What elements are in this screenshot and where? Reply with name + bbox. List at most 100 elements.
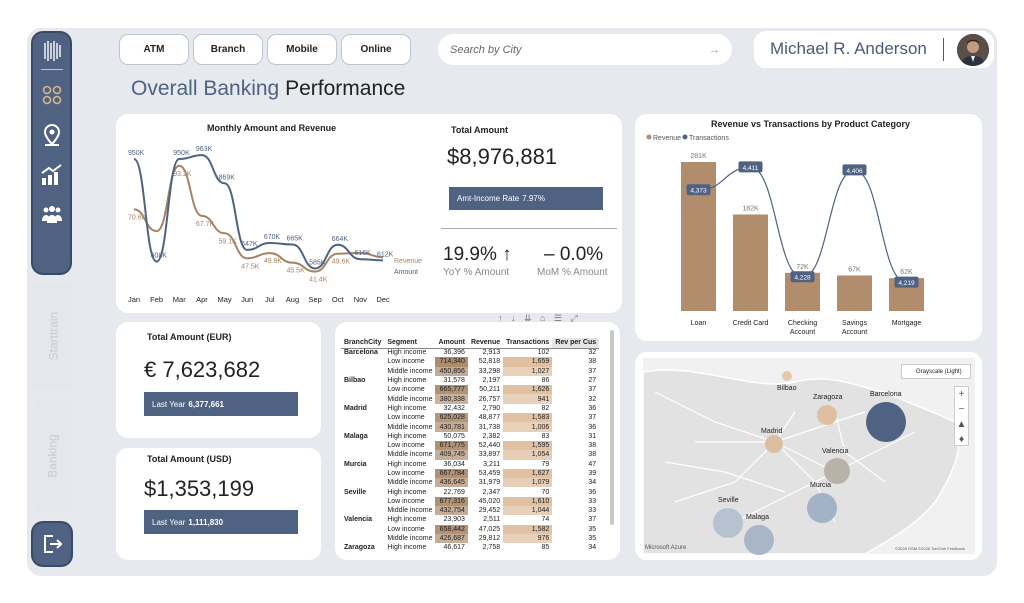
table-cell: 86 xyxy=(541,377,550,385)
visual-toolbar[interactable]: ↑ ↓ ⇊ ⌂ ☰ ⤢ xyxy=(498,313,581,323)
table-row[interactable]: Low income 677,316 45,020 1,610 33 xyxy=(341,496,599,507)
table-row[interactable]: Murcia High income 36,034 3,211 79 47 xyxy=(341,460,599,469)
map-attribution-left: Microsoft Azure xyxy=(645,545,687,551)
table-row[interactable]: Barcelona High income 36,396 2,913 102 32 xyxy=(341,348,599,357)
col-header[interactable]: Revenue xyxy=(467,338,504,349)
revenue-bar-label: 67K xyxy=(848,266,861,273)
table-cell: 1,626 xyxy=(503,385,553,395)
growth-chart-icon[interactable] xyxy=(33,161,70,189)
table-row[interactable]: Middle income 432,754 29,452 1,044 33 xyxy=(341,506,599,516)
table-cell: 37 xyxy=(588,367,597,375)
avatar[interactable] xyxy=(957,34,989,66)
amount-data-label: 869K xyxy=(219,174,236,181)
table-row[interactable]: Madrid High income 32,432 2,790 82 36 xyxy=(341,404,599,413)
table-row[interactable]: Low income 714,340 52,818 1,659 38 xyxy=(341,357,599,367)
table-cell: Middle income xyxy=(387,423,433,431)
revenue-bar[interactable] xyxy=(733,214,768,311)
mobile-button[interactable]: Mobile xyxy=(267,34,337,65)
table-cell: 33,897 xyxy=(478,451,501,459)
table-cell: Middle income xyxy=(387,535,433,543)
eur-card: Total Amount (EUR) € 7,623,682 Last Year… xyxy=(116,322,321,438)
arrow-right-icon[interactable]: → xyxy=(709,43,720,56)
transactions-point[interactable] xyxy=(842,164,867,176)
revenue-data-label: 59.1K xyxy=(219,238,238,245)
table-row[interactable]: Middle income 430,781 31,738 1,006 36 xyxy=(341,422,599,432)
table-row[interactable]: Low income 658,442 47,025 1,582 35 xyxy=(341,524,599,534)
tab-starttrain[interactable]: Starttrain xyxy=(33,282,73,390)
table-cell: 29,452 xyxy=(478,507,501,515)
table-cell: Middle income xyxy=(387,395,433,403)
col-header[interactable]: Transactions xyxy=(503,338,553,349)
amount-data-label: 608K xyxy=(151,253,168,260)
table-cell: Middle income xyxy=(387,507,433,515)
atm-button[interactable]: ATM xyxy=(119,34,189,65)
col-header[interactable]: Segment xyxy=(384,338,436,349)
page-title-rest: Performance xyxy=(285,77,406,100)
table-row[interactable]: Seville High income 22,769 2,347 70 36 xyxy=(341,487,599,496)
search-input[interactable]: Search by City → xyxy=(438,34,732,65)
table-cell: Low income xyxy=(387,442,425,450)
user-profile[interactable]: Michael R. Anderson xyxy=(754,31,994,68)
tab-banking[interactable]: Banking xyxy=(33,400,73,512)
revenue-bar[interactable] xyxy=(837,275,872,311)
table-cell: 976 xyxy=(503,533,553,544)
table-row[interactable]: Middle income 380,338 26,757 941 32 xyxy=(341,394,599,404)
spain-map[interactable]: Bilbao Zaragoza Barcelona Madrid Valenci… xyxy=(635,352,982,560)
location-icon[interactable] xyxy=(33,121,70,149)
usd-last-year: Last Year 1,111,830 xyxy=(144,510,298,534)
amount-data-label: 665K xyxy=(286,236,303,243)
table-row[interactable]: Low income 665,777 50,211 1,626 37 xyxy=(341,385,599,395)
online-button[interactable]: Online xyxy=(341,34,411,65)
table-row[interactable]: Zaragoza High income 46,617 2,758 85 34 xyxy=(341,543,599,552)
transactions-point[interactable] xyxy=(686,184,711,196)
transactions-point[interactable] xyxy=(790,271,815,283)
mom-label: MoM % Amount xyxy=(537,267,608,278)
col-header[interactable]: Rev per Cus xyxy=(552,338,600,349)
table-cell: 1,027 xyxy=(503,366,553,376)
table-row[interactable]: Low income 667,784 53,459 1,627 39 xyxy=(341,468,599,479)
table-cell: 35 xyxy=(588,525,597,533)
map-zoom-controls[interactable]: + − ▲ ♦ xyxy=(954,386,969,446)
table-row[interactable]: Bilbao High income 31,578 2,197 86 27 xyxy=(341,376,599,385)
table-cell: 36,396 xyxy=(443,349,465,357)
table-cell: 32 xyxy=(588,349,597,357)
total-amount-title: Total Amount xyxy=(451,125,508,135)
table-cell: Bilbao xyxy=(344,377,366,385)
table-cell: 39 xyxy=(588,470,597,477)
table-cell: 38 xyxy=(588,358,597,366)
page-title-accent: Overall Banking xyxy=(131,77,280,100)
table-row[interactable]: Valencia High income 23,903 2,511 74 37 xyxy=(341,515,599,524)
bar-legend-revenue: Revenue xyxy=(653,135,681,142)
revenue-bar-label: 281K xyxy=(690,153,707,160)
table-row[interactable]: Low income 671,775 52,440 1,595 38 xyxy=(341,440,599,451)
apps-icon[interactable] xyxy=(33,81,70,109)
table-row[interactable]: Middle income 436,645 31,979 1,079 34 xyxy=(341,478,599,488)
table-row[interactable]: Middle income 450,856 33,298 1,027 37 xyxy=(341,366,599,376)
table-cell: 37 xyxy=(588,386,597,394)
x-tick-label: Aug xyxy=(286,295,299,304)
table-cell: 34 xyxy=(588,479,597,487)
table-cell: Low income xyxy=(387,497,425,505)
col-header[interactable]: BranchCity xyxy=(341,338,385,349)
map-label-seville: Seville xyxy=(718,497,739,504)
transactions-point[interactable] xyxy=(738,161,763,173)
transactions-label: 4,219 xyxy=(898,280,915,287)
table-scrollbar[interactable] xyxy=(610,330,614,525)
table-row[interactable]: Middle income 409,745 33,897 1,054 38 xyxy=(341,450,599,460)
x-tick-label: Jan xyxy=(128,295,140,304)
branch-button[interactable]: Branch xyxy=(193,34,263,65)
col-header[interactable]: Amount xyxy=(435,338,468,349)
table-cell: 38 xyxy=(588,442,597,450)
table-row[interactable]: Malaga High income 50,075 2,382 83 31 xyxy=(341,432,599,441)
amount-line[interactable] xyxy=(133,154,384,270)
table-cell: 34 xyxy=(588,544,597,552)
team-icon[interactable] xyxy=(33,201,70,229)
exit-button[interactable] xyxy=(33,523,71,565)
table-cell: High income xyxy=(387,349,427,357)
map-style-selector[interactable]: Grayscale (Light) xyxy=(901,364,971,379)
matrix-card: BranchCity Segment Amount Revenue Transa… xyxy=(335,322,620,560)
transactions-point[interactable] xyxy=(894,276,919,288)
table-row[interactable]: Low income 625,028 48,877 1,583 37 xyxy=(341,413,599,423)
transactions-label: 4,411 xyxy=(743,165,759,172)
table-row[interactable]: Middle income 426,687 29,812 976 35 xyxy=(341,533,599,544)
